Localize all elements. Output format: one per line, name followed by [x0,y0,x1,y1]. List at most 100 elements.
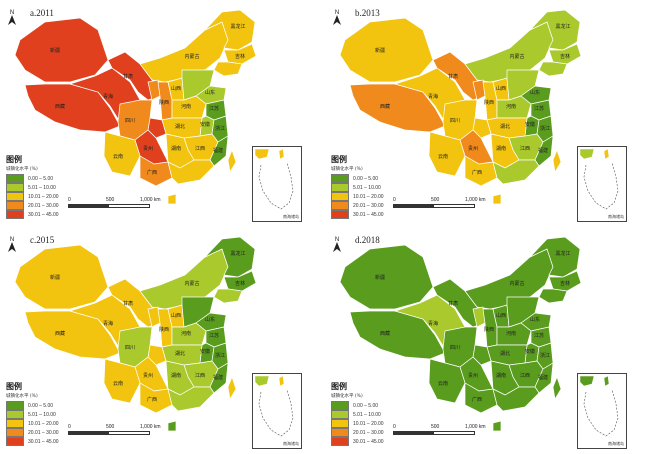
legend-swatch [6,428,24,437]
province-label-xj: 新疆 [375,47,385,54]
inset-mainland [254,148,270,160]
province-label-ah: 安徽 [525,348,535,355]
province-label-fj: 福建 [538,374,548,381]
province-label-qh: 青海 [428,320,438,327]
svg-text:N: N [335,10,339,16]
province-label-sx: 山西 [171,85,181,92]
legend-range: 20.01 – 30.00 [28,202,59,209]
province-label-js: 江苏 [534,105,544,112]
scale-bar: 0 500 1,000 km [68,197,163,208]
legend-swatch [331,183,349,192]
province-xz [349,310,446,360]
province-label-jl: 吉林 [560,280,570,287]
province-label-sd: 山东 [530,316,540,323]
province-label-ah: 安徽 [200,121,210,128]
province-label-xj: 新疆 [375,274,385,281]
scale-bar: 0 500 1,000 km [68,424,163,435]
province-label-sd: 山东 [530,89,540,96]
province-sc [442,99,478,141]
legend-item: 0.00 – 5.00 [331,401,441,410]
map-panel: 新疆 西藏 青海 甘肃 内蒙古 黑龙江 吉林 四川 云南 贵州 广西 湖南 湖北 河南 山东 江苏 浙江 江西 安徽… [0,0,325,227]
province-label-sx3: 陕西 [159,99,169,106]
province-label-hlj: 黑龙江 [555,250,570,257]
legend-item: 0.00 – 5.00 [6,174,116,183]
inset-boundary-line [258,389,294,437]
south-china-sea-inset: 南海诸岛 [252,373,302,449]
legend-range: 5.01 – 10.00 [28,184,56,191]
province-tw [227,148,237,173]
province-ln [213,61,243,77]
legend-swatch [6,183,24,192]
legend-range: 5.01 – 10.00 [353,184,381,191]
province-label-yn: 云南 [113,380,123,387]
province-label-hen: 河南 [181,103,191,110]
north-arrow-icon: N [6,235,18,253]
province-label-hn: 湖南 [171,145,181,152]
south-china-sea-inset: 南海诸岛 [577,373,627,449]
province-label-zj: 浙江 [540,125,550,132]
province-label-sx: 山西 [496,312,506,319]
legend-swatch [331,410,349,419]
legend-range: 0.00 – 5.00 [353,402,379,409]
province-label-sx3: 陕西 [484,99,494,106]
province-label-hn: 湖南 [496,145,506,152]
legend-range: 10.01 – 20.00 [28,420,59,427]
legend-item: 0.00 – 5.00 [6,401,116,410]
legend-range: 10.01 – 20.00 [353,193,384,200]
legend-item: 20.01 – 30.00 [331,201,441,210]
legend-subtitle: 城镇化水平 (%) [6,394,38,399]
scale-tick-label: 500 [431,197,440,203]
legend-item: 20.01 – 30.00 [331,428,441,437]
province-xj [339,244,434,310]
province-label-sd: 山东 [205,316,215,323]
province-label-gs: 甘肃 [448,300,458,307]
legend-swatch [6,401,24,410]
province-label-fj: 福建 [538,147,548,154]
province-label-xj: 新疆 [50,47,60,54]
legend-subtitle: 城镇化水平 (%) [6,167,38,172]
province-label-jx: 江西 [520,372,530,379]
inset-mainland [254,375,270,387]
legend-title: 图例 [6,382,22,391]
legend-item: 10.01 – 20.00 [331,192,441,201]
legend: 图例 城镇化水平 (%) 0.00 – 5.00 5.01 – 10.00 10.01 … [6,154,116,219]
legend-range: 30.01 – 45.00 [353,438,384,445]
province-label-hb: 湖北 [175,350,185,357]
province-label-sx: 山西 [171,312,181,319]
province-label-ah: 安徽 [200,348,210,355]
scale-tick-label: 1,000 km [140,197,161,203]
province-label-hen: 河南 [506,103,516,110]
inset-boundary-line [583,162,619,210]
north-arrow-icon: N [331,235,343,253]
province-xz [24,83,121,133]
province-label-sx3: 陕西 [159,326,169,333]
province-label-jx: 江西 [195,145,205,152]
province-label-fj: 福建 [213,374,223,381]
legend-title: 图例 [331,155,347,164]
province-xj [14,244,109,310]
province-label-yn: 云南 [113,153,123,160]
province-label-hn: 湖南 [496,372,506,379]
scale-tick-label: 500 [431,424,440,430]
province-label-nm: 内蒙古 [509,280,524,287]
legend-range: 30.01 – 45.00 [353,211,384,218]
legend-range: 30.01 – 45.00 [28,211,59,218]
province-label-zj: 浙江 [540,352,550,359]
scale-bar: 0 500 1,000 km [393,424,488,435]
legend-item: 0.00 – 5.00 [331,174,441,183]
province-label-gs: 甘肃 [448,73,458,80]
legend-swatch [6,437,24,446]
legend-item: 20.01 – 30.00 [6,201,116,210]
province-label-hn: 湖南 [171,372,181,379]
legend-swatch [6,174,24,183]
province-label-gs: 甘肃 [123,300,133,307]
legend: 图例 城镇化水平 (%) 0.00 – 5.00 5.01 – 10.00 10.01 … [331,381,441,446]
province-hlj [529,236,581,278]
province-yn [103,358,141,404]
province-label-js: 江苏 [209,332,219,339]
legend-range: 0.00 – 5.00 [28,175,54,182]
